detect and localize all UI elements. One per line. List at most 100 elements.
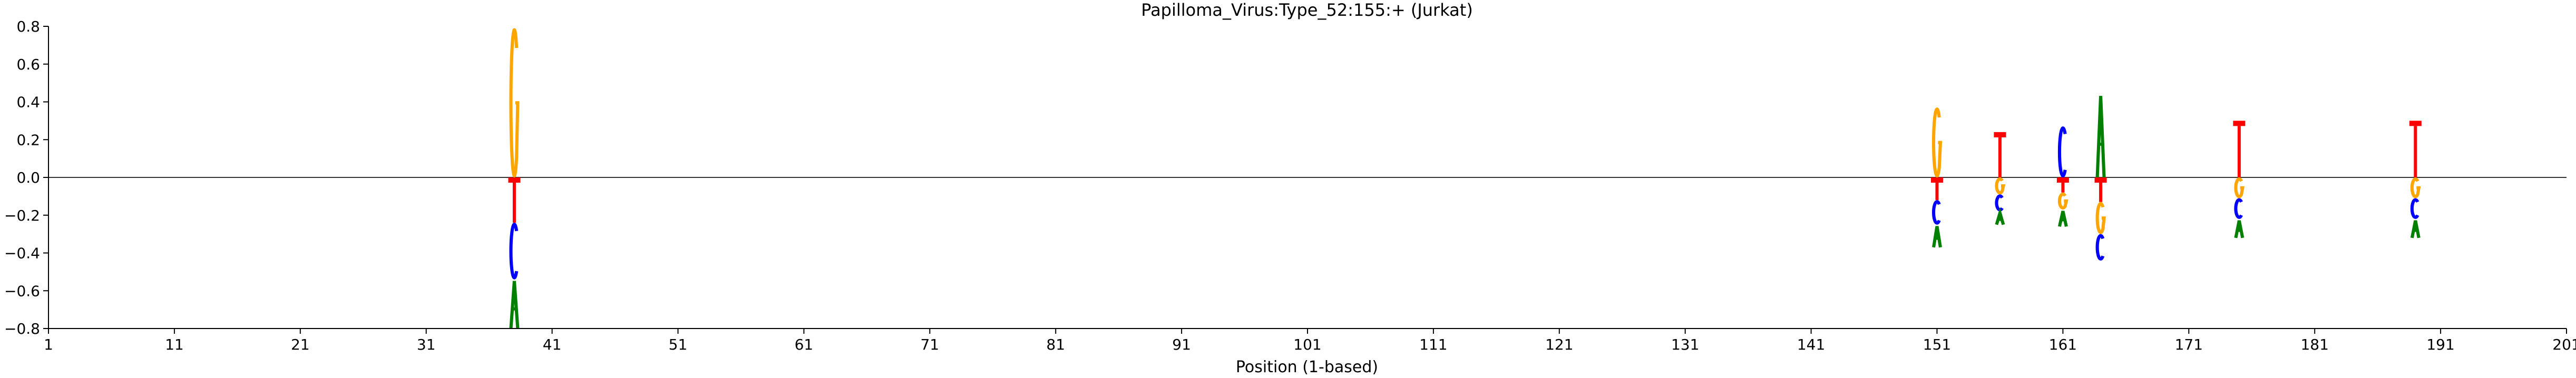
x-tick-label: 41: [543, 336, 562, 353]
logo-letter-G: [2410, 177, 2421, 198]
logo-letter-A: [2234, 220, 2245, 238]
logo-column-189: [2409, 121, 2422, 238]
A-path: [2234, 220, 2245, 238]
x-tick-label: 171: [2175, 336, 2203, 353]
x-tick-label: 11: [165, 336, 184, 353]
logo-letter-G: [509, 28, 520, 177]
T-bar: [2056, 177, 2069, 183]
logo-letter-T: [2233, 121, 2246, 177]
x-tick-label: 151: [1923, 336, 1951, 353]
A-path: [2057, 211, 2068, 227]
G-path: [2057, 192, 2068, 210]
logo-letter-A: [2410, 220, 2421, 238]
x-tick-label: 131: [1671, 336, 1699, 353]
logo-letter-T: [2094, 177, 2107, 202]
T-stem: [2061, 183, 2065, 193]
logo-column-175: [2233, 121, 2246, 238]
x-tick-label: 101: [1293, 336, 1321, 353]
C-path: [1995, 194, 2004, 212]
logo-letter-T: [508, 177, 521, 223]
C-path: [1932, 200, 1941, 225]
logo-column-164: [2094, 96, 2107, 261]
logo-letter-C: [2234, 198, 2243, 219]
C-path: [2410, 198, 2419, 219]
y-tick-label: 0.0: [16, 169, 40, 186]
T-stem: [1998, 137, 2002, 177]
G-path: [1995, 177, 2006, 195]
x-tick-label: 61: [795, 336, 814, 353]
A-path: [1995, 207, 2005, 225]
G-path: [2095, 202, 2106, 234]
x-tick-label: 71: [920, 336, 939, 353]
logo-letter-A: [509, 281, 520, 329]
x-tick-label: 91: [1172, 336, 1191, 353]
T-bar: [2094, 177, 2107, 183]
logo-letter-A: [2095, 96, 2106, 178]
y-tick-label: 0.6: [16, 56, 40, 73]
logo-letter-C: [509, 223, 519, 280]
logo-letter-C: [2057, 126, 2067, 177]
logo-letter-G: [1995, 177, 2006, 195]
T-stem: [1935, 183, 1939, 201]
x-tick-label: 141: [1797, 336, 1825, 353]
A-path: [509, 281, 520, 329]
C-path: [2095, 234, 2105, 261]
x-tick-label: 111: [1419, 336, 1447, 353]
axes: −0.8−0.6−0.4−0.20.00.20.40.60.81 11 21 31 41…: [4, 18, 2576, 353]
T-bar: [2409, 121, 2422, 126]
logo-column-38: [508, 28, 521, 329]
logo-letter-G: [2095, 202, 2106, 234]
T-stem: [2099, 183, 2103, 202]
x-tick-label: 81: [1046, 336, 1065, 353]
logo-letter-C: [1932, 200, 1941, 225]
x-axis-label: Position (1-based): [1236, 358, 1378, 376]
T-stem: [2237, 126, 2241, 177]
A-path: [2410, 220, 2421, 238]
C-path: [2057, 126, 2067, 177]
logo-letter-C: [2095, 234, 2105, 261]
logo-letter-A: [1932, 226, 1942, 248]
chart-title: Papilloma_Virus:Type_52:155:+ (Jurkat): [1141, 0, 1473, 20]
x-tick-label: 181: [2300, 336, 2328, 353]
T-stem: [2414, 126, 2417, 177]
x-tick-label: 51: [669, 336, 688, 353]
T-bar: [2233, 121, 2246, 126]
T-bar: [1994, 132, 2006, 137]
x-tick-label: 31: [417, 336, 436, 353]
y-tick-label: 0.4: [16, 94, 40, 111]
T-bar: [1931, 177, 1943, 183]
y-tick-label: −0.2: [4, 207, 40, 224]
logo-letter-C: [2410, 198, 2419, 219]
y-tick-label: 0.8: [16, 18, 40, 35]
logo-letter-G: [1931, 107, 1943, 177]
C-path: [509, 223, 519, 280]
x-tick-label: 21: [291, 336, 310, 353]
logo-column-161: [2056, 126, 2069, 227]
logo-letter-T: [1994, 132, 2006, 177]
x-tick-label: 161: [2049, 336, 2077, 353]
x-tick-label: 191: [2426, 336, 2454, 353]
G-path: [1931, 107, 1943, 177]
x-tick-label: 201: [2552, 336, 2576, 353]
logo-column-151: [1931, 107, 1943, 248]
logo-letter-A: [2057, 211, 2068, 227]
logo-column-156: [1994, 132, 2006, 225]
logo-letter-T: [2056, 177, 2069, 193]
logo-letter-G: [2057, 192, 2068, 210]
G-path: [2234, 177, 2245, 198]
y-tick-label: −0.4: [4, 245, 40, 262]
y-tick-label: −0.8: [4, 320, 40, 337]
G-path: [509, 28, 520, 177]
y-tick-label: 0.2: [16, 131, 40, 148]
T-bar: [508, 177, 521, 183]
logo-letter-C: [1995, 194, 2004, 212]
x-tick-label: 121: [1545, 336, 1573, 353]
logo-letter-T: [2409, 121, 2422, 177]
logo-letter-T: [1931, 177, 1943, 201]
C-path: [2234, 198, 2243, 219]
A-path: [2095, 96, 2106, 178]
G-path: [2410, 177, 2421, 198]
logo-letter-A: [1995, 207, 2005, 225]
plot-area: [48, 28, 2567, 329]
